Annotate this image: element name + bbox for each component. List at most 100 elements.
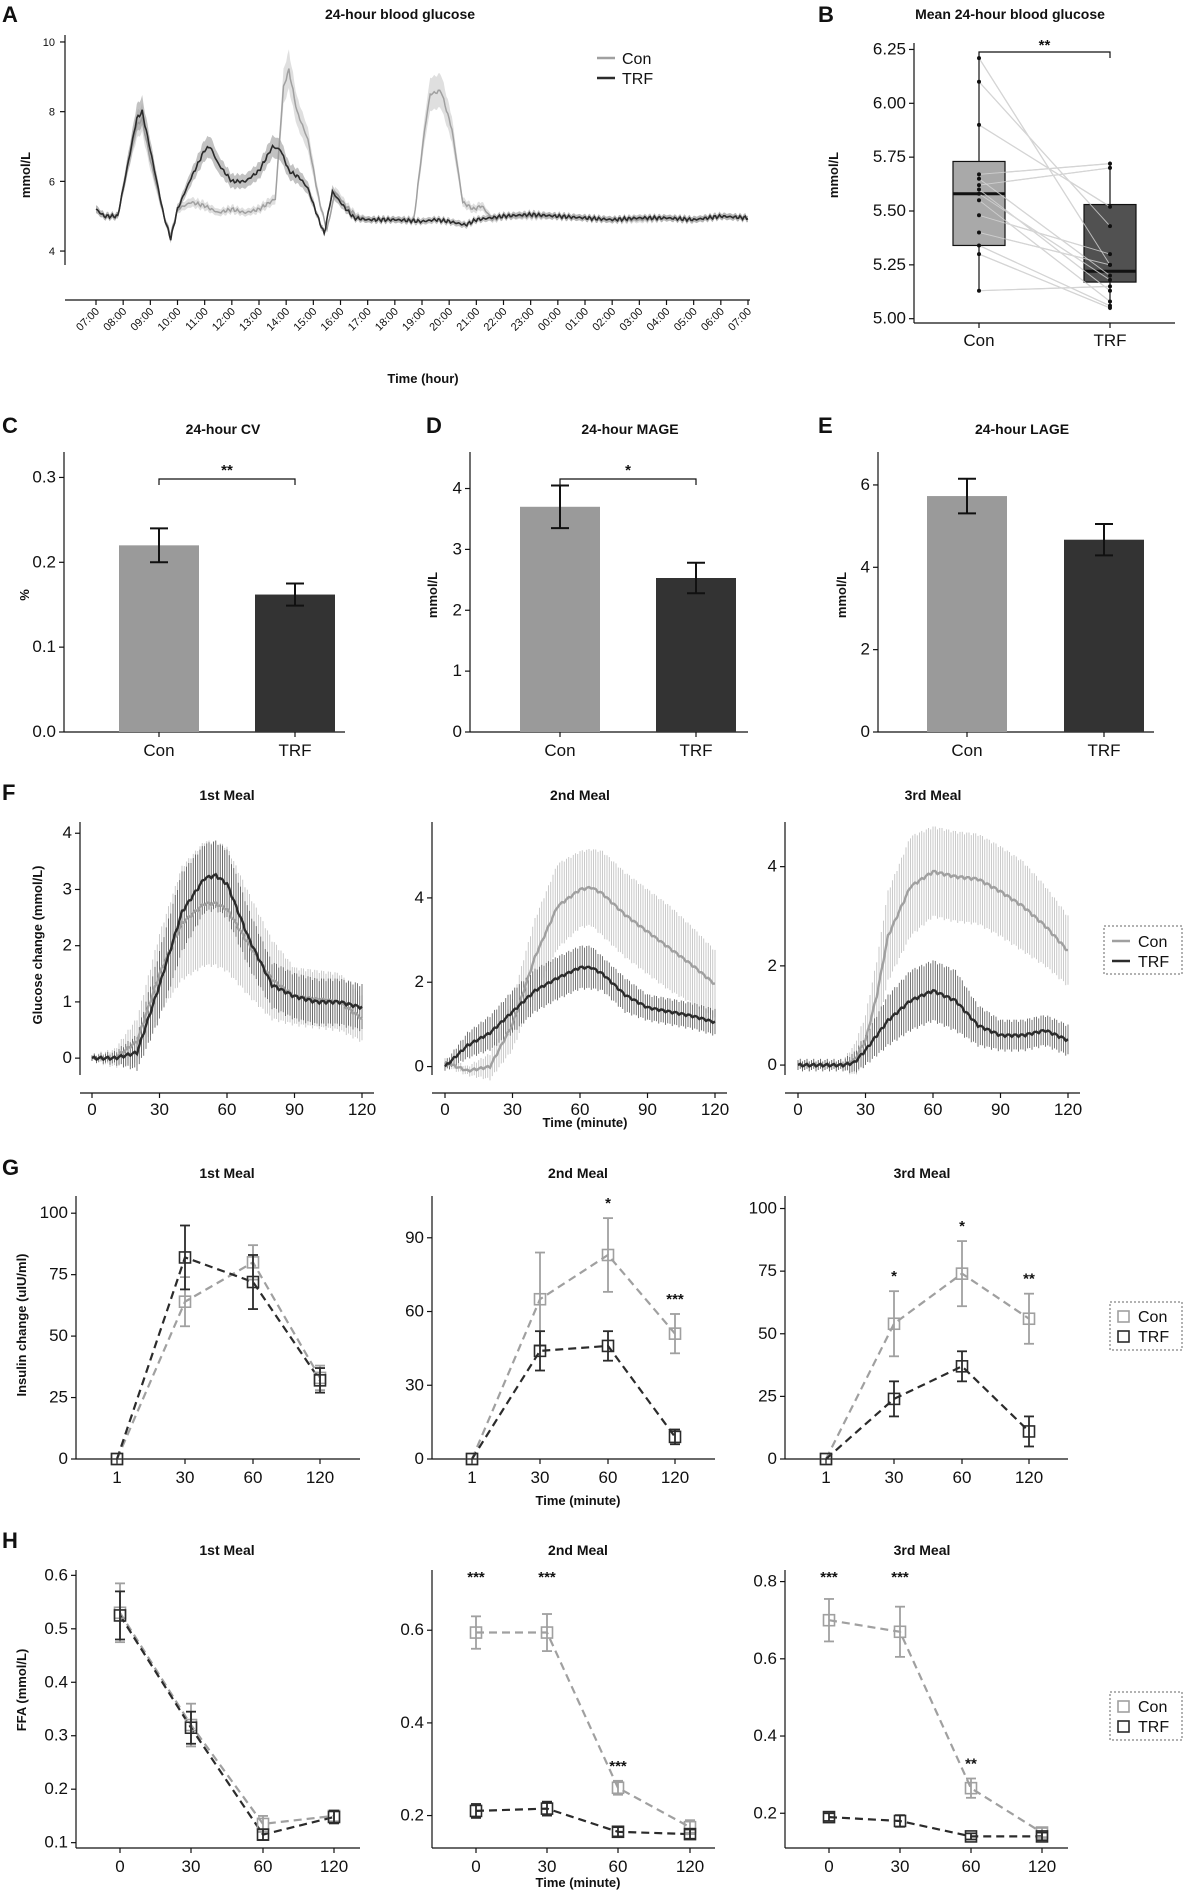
panel-b-pair-line-overlay	[978, 232, 1111, 266]
panel-g-title-1: 1st Meal	[199, 1165, 254, 1181]
panel-b-pair-line-overlay	[978, 214, 1111, 255]
panel-a-xlabel: Time (hour)	[387, 371, 458, 386]
panel-b-point-con	[977, 252, 981, 257]
panel-e-x-tick-label: Con	[951, 741, 982, 760]
panel-a-ylabel: mmol/L	[18, 152, 33, 198]
panel-b-y-axis-tick-label: 6.25	[873, 39, 906, 58]
panel-g2-x-tick-label: 120	[661, 1468, 689, 1487]
panel-b-point-con	[977, 79, 981, 84]
panel-b-sig-bracket	[978, 51, 1111, 58]
panel-a-x-tick-label: 13:00	[237, 306, 265, 334]
panel-b-point-trf	[1108, 204, 1112, 209]
panel-f1-x-tick-label: 90	[285, 1100, 304, 1119]
panel-b-point-trf	[1108, 299, 1112, 304]
panel-f-xlabel: Time (minute)	[543, 1115, 628, 1130]
panel-c-ylabel: %	[17, 589, 32, 601]
panel-g-xlabel: Time (minute)	[536, 1493, 621, 1508]
panel-f2-x-tick-label: 0	[440, 1100, 449, 1119]
panel-d-sig-label: *	[625, 462, 631, 479]
panel-f1-y-axis-tick-label: 1	[63, 992, 72, 1011]
panel-a-x-tick-label: 07:00	[726, 306, 754, 334]
panel-a-x-tick-label: 20:00	[427, 306, 455, 334]
panel-h2-sig-label: ***	[538, 1569, 556, 1586]
panel-d-sig-bracket	[559, 478, 697, 485]
panel-b-pair-line-overlay	[978, 189, 1111, 292]
panel-h-title-3: 3rd Meal	[894, 1542, 951, 1558]
panel-h1-line-con	[119, 1612, 335, 1826]
panel-b-point-trf	[1108, 305, 1112, 310]
panel-b-point-con	[977, 122, 981, 127]
panel-b-sig-label: **	[1039, 37, 1051, 54]
panel-h3-x-tick-label: 30	[891, 1857, 910, 1876]
panel-g3-marker-trf	[819, 1452, 833, 1466]
panel-g1-y-axis-tick-label: 100	[40, 1203, 68, 1222]
panel-f-legend-label-trf: TRF	[1138, 954, 1169, 971]
panel-b-x-tick-label: Con	[963, 331, 994, 350]
panel-a-x-tick-label: 02:00	[590, 306, 618, 334]
panel-b-ylabel: mmol/L	[826, 152, 841, 198]
panel-g3-marker-con	[1022, 1312, 1036, 1326]
panel-b-point-con	[977, 243, 981, 248]
panel-a-x-tick-label: 05:00	[672, 306, 700, 334]
panel-h2-marker-trf	[469, 1804, 483, 1818]
panel-a-x-tick-label: 16:00	[319, 306, 347, 334]
panel-g1-y-axis-tick-label: 50	[49, 1326, 68, 1345]
panel-b-point-trf	[1108, 224, 1112, 229]
panel-c-x-tick-label: Con	[143, 741, 174, 760]
panel-f2-x-tick-label: 30	[503, 1100, 522, 1119]
panel-h3-x-tick-label: 60	[962, 1857, 981, 1876]
panel-h3-marker-con	[964, 1781, 978, 1795]
panel-h3-sig-label: **	[965, 1756, 977, 1773]
panel-h2-line-trf	[475, 1807, 691, 1836]
panel-h1-x-tick-label: 120	[320, 1857, 348, 1876]
panel-h3-marker-con	[822, 1613, 836, 1627]
panel-h3-y-axis-tick-label: 0.8	[753, 1572, 777, 1591]
panel-b-point-con	[977, 172, 981, 177]
panel-e-title: 24-hour LAGE	[975, 421, 1069, 437]
panel-b-point-trf	[1108, 161, 1112, 166]
panel-f2-x-tick-label: 60	[571, 1100, 590, 1119]
panel-f3-y-axis-tick-label: 0	[768, 1055, 777, 1074]
panel-h3-line-con	[828, 1619, 1043, 1834]
panel-h-legend-label-con: Con	[1138, 1699, 1167, 1716]
panel-label-e: E	[818, 413, 833, 438]
panel-a-x-tick-label: 10:00	[156, 306, 184, 334]
panel-d-y-axis-tick-label: 0	[453, 722, 462, 741]
panel-b-point-con	[977, 56, 981, 61]
panel-g2-marker-con	[601, 1248, 615, 1262]
panel-b-point-trf	[1108, 284, 1112, 289]
panel-g2-marker-trf	[533, 1344, 547, 1358]
panel-a-x-tick-label: 06:00	[699, 306, 727, 334]
panel-h-legend-label-trf: TRF	[1138, 1719, 1169, 1736]
panel-h2-y-axis-tick-label: 0.6	[400, 1620, 424, 1639]
panel-b-point-con	[977, 183, 981, 188]
panel-g1-y-axis-tick-label: 25	[49, 1388, 68, 1407]
panel-g3-marker-trf	[887, 1392, 901, 1406]
panel-h3-x-tick-label: 0	[824, 1857, 833, 1876]
panel-h3-sig-label: ***	[820, 1569, 838, 1586]
panel-d-y-axis-tick-label: 2	[453, 600, 462, 619]
panel-g2-marker-con	[668, 1327, 682, 1340]
panel-b-y-axis-tick-label: 5.00	[873, 309, 906, 328]
panel-g1-x-tick-label: 60	[244, 1468, 263, 1487]
panel-h-ylabel: FFA (mmol/L)	[14, 1649, 29, 1732]
panel-b-y-axis-tick-label: 5.25	[873, 255, 906, 274]
panel-g-ylabel: Insulin change (uIU/ml)	[14, 1253, 29, 1396]
panel-h3-sig-label: ***	[891, 1569, 909, 1586]
panel-h2-line-con	[476, 1631, 691, 1829]
panel-f2-x-tick-label: 120	[701, 1100, 729, 1119]
panel-h2-x-tick-label: 60	[609, 1857, 628, 1876]
panel-h1-marker-trf	[113, 1609, 127, 1622]
panel-g3-marker-trf	[1022, 1425, 1036, 1438]
panel-a-x-tick-label: 19:00	[400, 306, 428, 334]
panel-f3-x-tick-label: 90	[991, 1100, 1010, 1119]
panel-d-bar-con	[520, 506, 600, 732]
panel-f3-y-axis-tick-label: 2	[768, 956, 777, 975]
panel-h2-marker-con	[540, 1626, 554, 1639]
panel-h3-marker-con	[893, 1625, 907, 1639]
panel-a-line-trf	[95, 109, 749, 241]
panel-h2-x-tick-label: 120	[676, 1857, 704, 1876]
panel-h3-y-axis-tick-label: 0.4	[753, 1726, 777, 1745]
panel-g2-marker-con	[533, 1292, 547, 1306]
